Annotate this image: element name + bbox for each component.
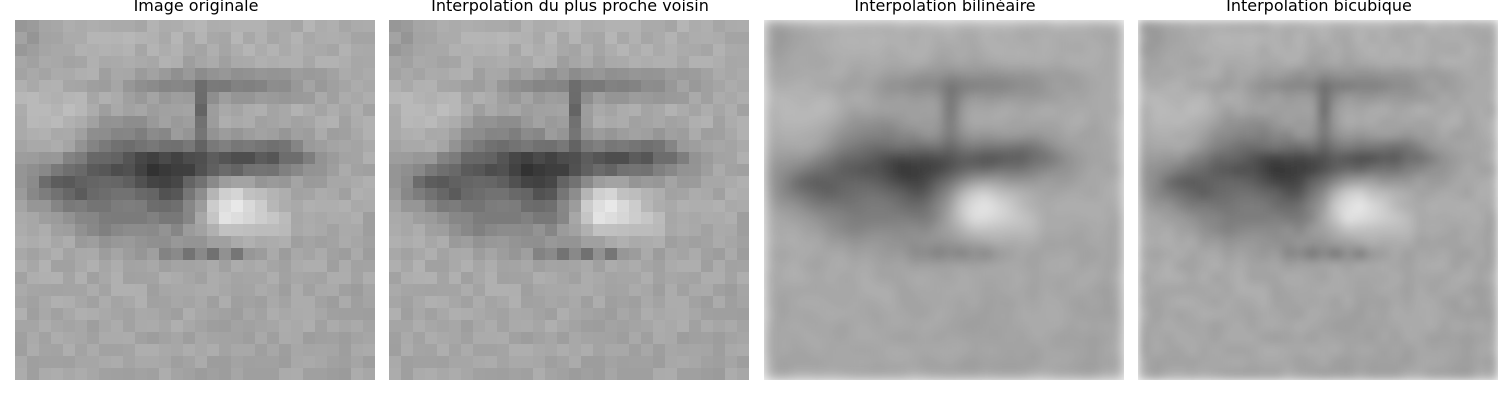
panel-title: Interpolation bilinéaire: [854, 0, 1036, 15]
eye-image-bilinear: [764, 20, 1124, 380]
eye-svg: [764, 20, 1124, 380]
panel-nearest: Interpolation du plus proche voisin: [389, 0, 751, 400]
eye-image-original: [15, 20, 375, 380]
eye-svg: [1138, 20, 1498, 380]
eye-svg: [389, 20, 749, 380]
panel-title: Interpolation bicubique: [1226, 0, 1412, 15]
panel-title: Interpolation du plus proche voisin: [431, 0, 709, 15]
panel-original: Image originale: [15, 0, 377, 400]
panel-bicubic: Interpolation bicubique: [1138, 0, 1500, 400]
panel-bilinear: Interpolation bilinéaire: [764, 0, 1126, 400]
eye-image-nearest: [389, 20, 749, 380]
eye-svg: [15, 20, 375, 380]
eye-image-bicubic: [1138, 20, 1498, 380]
panel-title: Image originale: [133, 0, 259, 15]
